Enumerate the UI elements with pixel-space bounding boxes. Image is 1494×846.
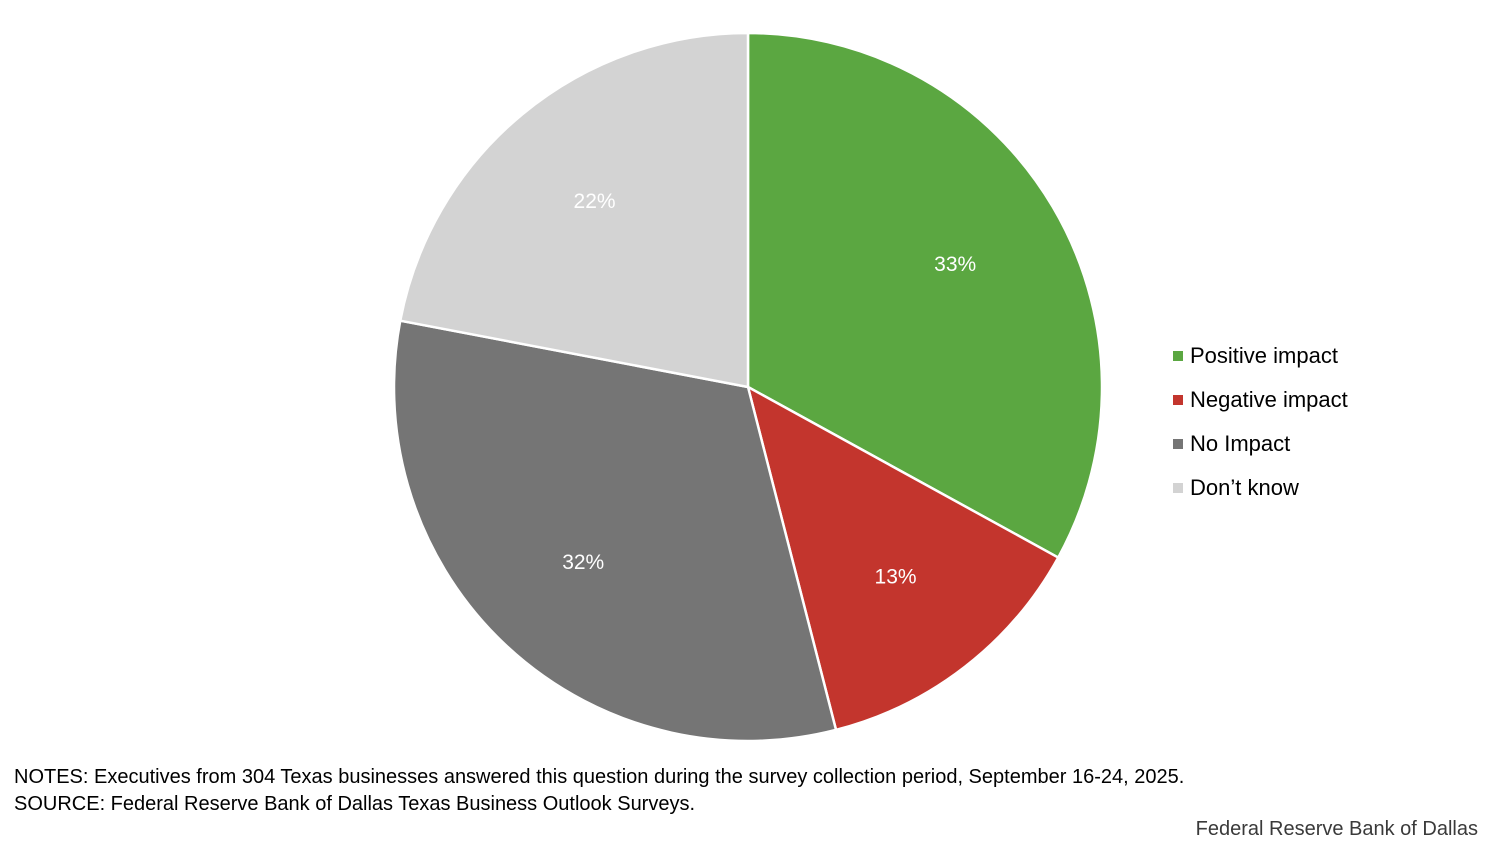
pie-slice-negative-impact [746,385,1060,732]
data-label-negative-impact: 13% [875,566,917,589]
legend-swatch [1173,483,1183,493]
chart-notes: NOTES: Executives from 304 Texas busines… [14,764,1184,818]
data-label-don-t-know: 22% [574,190,616,213]
notes-line: NOTES: Executives from 304 Texas busines… [14,766,1185,788]
chart-legend: Positive impact Negative impact No Impact D… [1173,334,1348,510]
data-label-positive-impact: 33% [934,253,976,276]
legend-swatch [1173,439,1183,449]
legend-item-negative-impact: Negative impact [1173,378,1348,422]
legend-item-no-impact: No Impact [1173,422,1348,466]
legend-swatch [1173,351,1183,361]
legend-item-positive-impact: Positive impact [1173,334,1348,378]
pie-slice-no-impact [392,319,838,743]
legend-label: Positive impact [1190,343,1338,368]
legend-swatch [1173,395,1183,405]
source-line: SOURCE: Federal Reserve Bank of Dallas T… [14,793,696,815]
credit-text: Federal Reserve Bank of Dallas [1195,818,1478,840]
pie-slice-positive-impact [746,31,1104,559]
legend-label: No Impact [1190,431,1291,456]
legend-item-don-t-know: Don’t know [1173,466,1348,510]
legend-label: Negative impact [1190,387,1348,412]
pie-slice-don-t-know [399,31,750,389]
legend-label: Don’t know [1190,475,1299,500]
data-label-no-impact: 32% [562,551,604,574]
